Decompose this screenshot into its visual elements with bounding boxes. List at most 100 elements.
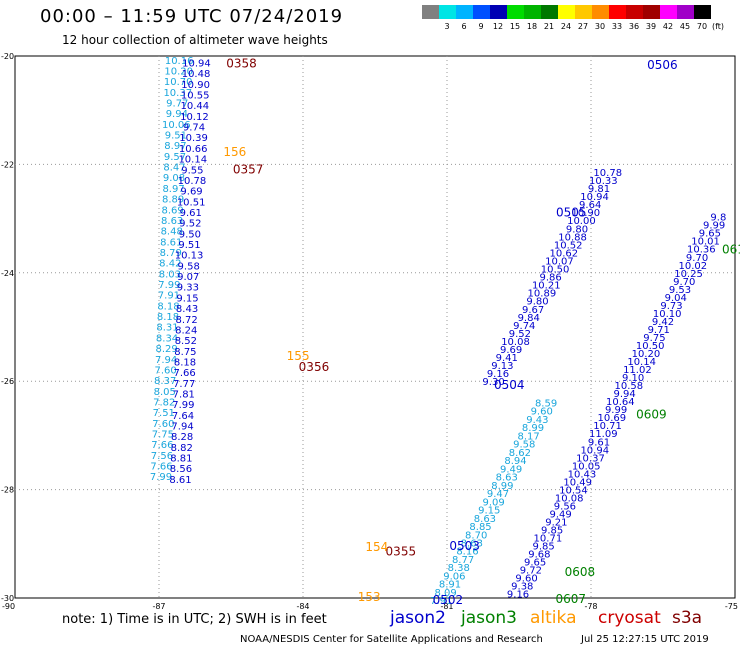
wave-height-label: 8.82 [171, 443, 193, 454]
pass-time-label: 0357 [233, 163, 264, 177]
page-subtitle: 12 hour collection of altimeter wave hei… [62, 33, 328, 47]
satellite-s3a: s3a [672, 608, 703, 628]
satellite-jason3: jason3 [461, 608, 517, 628]
legend-label: 15 [509, 22, 521, 31]
wave-height-label: 10.21 [532, 281, 561, 292]
wave-height-label: 7.94 [155, 355, 177, 366]
wave-height-label: 10.13 [175, 251, 204, 262]
wave-height-label: 8.56 [170, 464, 192, 475]
wave-height-label: 9.15 [478, 506, 500, 517]
wave-height-label: 9.99 [703, 221, 725, 232]
wave-height-label: 10.50 [541, 265, 570, 276]
wave-height-label: 9.75 [643, 333, 665, 344]
wave-height-label: 8.47 [163, 163, 185, 174]
wave-height-label: 9.60 [515, 574, 537, 585]
wave-height-label: 11.09 [589, 429, 618, 440]
pass-time-label: 156 [223, 145, 246, 159]
legend-label: 30 [594, 22, 606, 31]
wave-height-label: 9.09 [483, 497, 505, 508]
legend-swatch [473, 5, 490, 19]
wave-height-label: 8.61 [169, 475, 191, 486]
wave-height-label: 10.02 [678, 261, 707, 272]
lon-tick-label: -81 [440, 602, 453, 611]
wave-height-label: 10.20 [164, 66, 193, 77]
pass-time-label: 0504 [494, 378, 525, 392]
wave-height-label: 9.47 [487, 489, 509, 500]
pass-time-label: 0610 [722, 242, 740, 256]
legend-swatch [456, 5, 473, 19]
legend-label: 39 [645, 22, 657, 31]
legend-label: 33 [611, 22, 623, 31]
wave-height-label: 11.02 [623, 365, 652, 376]
legend-label: 9 [478, 22, 484, 31]
wave-height-label: 10.37 [163, 88, 192, 99]
wave-height-label: 10.54 [559, 485, 588, 496]
wave-height-label: 8.09 [434, 588, 456, 599]
wave-height-label: 9.74 [183, 123, 205, 134]
wave-height-label: 8.05 [154, 387, 176, 398]
wave-height-label: 8.81 [170, 454, 192, 465]
wave-height-values: 10.1610.2010.7010.379.779.9410.069.518.9… [150, 56, 726, 607]
map-border [14, 55, 736, 599]
wave-height-label: 10.08 [501, 337, 530, 348]
wave-height-label: 8.70 [465, 530, 487, 541]
wave-height-label: 7.94 [171, 422, 193, 433]
wave-height-label: 10.12 [180, 112, 209, 123]
lon-tick-label: -78 [584, 602, 597, 611]
legend-swatch [660, 5, 677, 19]
footer-note: note: 1) Time is in UTC; 2) SWH is in fe… [62, 612, 327, 627]
wave-height-label: 7.56 [151, 451, 173, 462]
wave-height-label: 9.65 [699, 229, 721, 240]
wave-height-label: 9.06 [443, 571, 465, 582]
wave-height-label: 10.48 [182, 69, 211, 80]
wave-height-label: 7.51 [153, 408, 175, 419]
wave-height-label: 10.07 [545, 256, 574, 267]
wave-height-label: 8.18 [157, 301, 179, 312]
legend-swatch [575, 5, 592, 19]
wave-height-label: 10.39 [179, 133, 208, 144]
wave-height-label: 9.38 [511, 582, 533, 593]
pass-time-label: 0356 [299, 360, 330, 374]
wave-height-label: 9.85 [532, 542, 554, 553]
wave-height-label: 7.66 [150, 462, 172, 473]
legend-swatch [439, 5, 456, 19]
wave-height-label: 10.62 [550, 248, 579, 259]
wave-height-label: 9.51 [178, 240, 200, 251]
wave-height-label: 10.00 [567, 216, 596, 227]
wave-height-label: 9.52 [509, 329, 531, 340]
wave-height-label: 9.07 [177, 272, 199, 283]
wave-height-label: 8.99 [522, 423, 544, 434]
wave-height-label: 8.18 [174, 357, 196, 368]
wave-height-label: 9.69 [180, 187, 202, 198]
wave-height-label: 10.25 [674, 269, 703, 280]
wave-height-label: 9.77 [166, 99, 188, 110]
wave-height-label: 9.15 [176, 293, 198, 304]
wave-height-label: 9.16 [487, 369, 509, 380]
lat-tick-label: -20 [1, 52, 14, 61]
wave-height-label: 9.8 [710, 213, 726, 224]
legend-label: 21 [543, 22, 555, 31]
wave-height-label: 9.72 [520, 566, 542, 577]
wave-height-label: 10.70 [164, 77, 193, 88]
wave-height-label: 8.72 [176, 315, 198, 326]
wave-height-label: 10.55 [181, 91, 210, 102]
wave-height-label: 10.94 [182, 59, 211, 70]
wave-height-label: 7.75 [152, 430, 174, 441]
wave-height-label: 9.49 [500, 464, 522, 475]
wave-height-label: 9.64 [579, 200, 601, 211]
wave-height-label: 7.82 [153, 397, 175, 408]
wave-height-label: 7.81 [173, 390, 195, 401]
wave-height-label: 8.59 [535, 398, 557, 409]
wave-height-label: 9.42 [652, 317, 674, 328]
wave-height-label: 8.91 [439, 580, 461, 591]
pass-time-label: 154 [365, 540, 388, 554]
pass-time-label: 0355 [386, 544, 417, 558]
wave-height-label: 9.56 [554, 501, 576, 512]
wave-height-label: 7.99 [150, 472, 172, 483]
wave-height-label: 7.64 [172, 411, 194, 422]
wave-height-label: 8.16 [456, 547, 478, 558]
legend-swatch [609, 5, 626, 19]
wave-height-label: 10.50 [636, 341, 665, 352]
color-legend [422, 5, 711, 19]
wave-height-label: 7.66 [173, 368, 195, 379]
